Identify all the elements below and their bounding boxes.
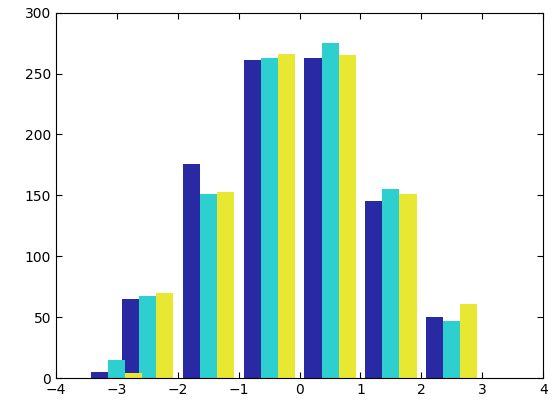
Bar [426, 317, 444, 378]
Bar [156, 293, 173, 378]
Bar [139, 297, 156, 378]
Bar [260, 58, 278, 378]
Bar [109, 360, 125, 378]
Bar [122, 299, 139, 378]
Bar [444, 321, 460, 378]
Bar [200, 194, 217, 378]
Bar [183, 164, 200, 378]
Bar [305, 58, 321, 378]
Bar [365, 202, 382, 378]
Bar [91, 372, 109, 378]
Bar [217, 192, 234, 378]
Bar [125, 373, 142, 378]
Bar [321, 43, 339, 378]
Bar [278, 54, 295, 378]
Bar [382, 189, 399, 378]
Bar [399, 194, 417, 378]
Bar [339, 55, 356, 378]
Bar [244, 60, 260, 378]
Bar [460, 304, 478, 378]
